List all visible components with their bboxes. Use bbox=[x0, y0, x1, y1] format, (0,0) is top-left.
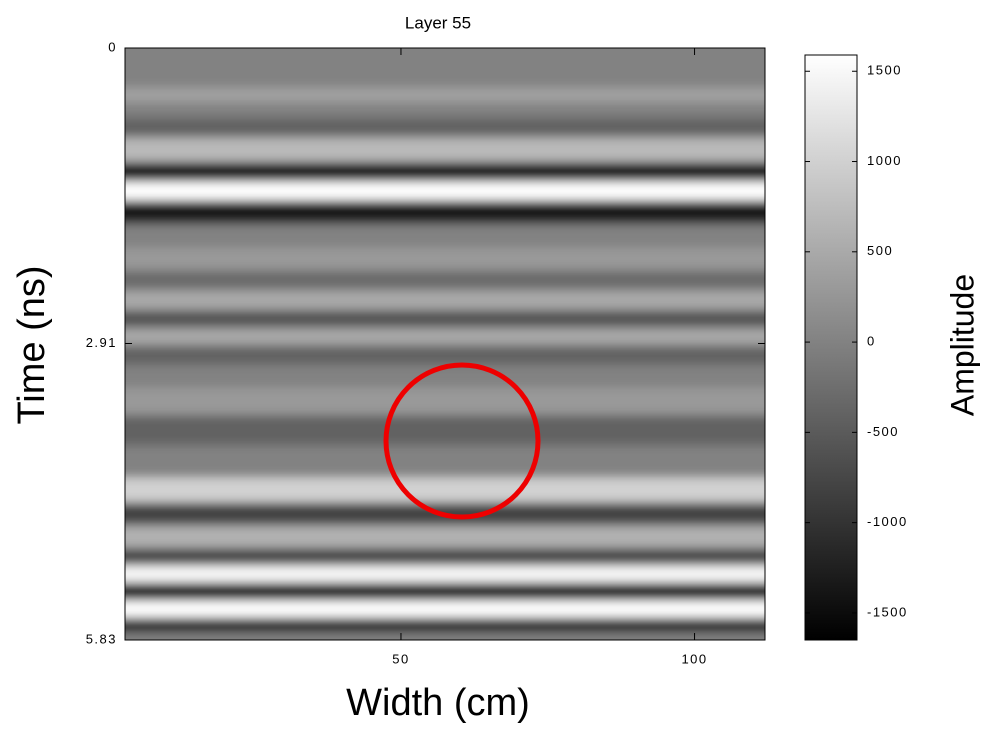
colorbar-tick-label: 0 bbox=[867, 334, 876, 349]
heatmap-row bbox=[125, 102, 765, 119]
heatmap-row bbox=[125, 290, 765, 311]
colorbar-tick-label: 500 bbox=[867, 243, 893, 258]
heatmap-row bbox=[125, 270, 765, 291]
heatmap-row bbox=[125, 617, 765, 633]
heatmap-row bbox=[125, 582, 765, 601]
heatmap-row bbox=[125, 162, 765, 183]
heatmap-row bbox=[125, 565, 765, 584]
heatmap-row bbox=[125, 525, 765, 549]
x-axis-label: Width (cm) bbox=[346, 682, 530, 724]
heatmap-row bbox=[125, 327, 765, 346]
x-tick-label: 50 bbox=[392, 651, 409, 666]
heatmap-row bbox=[125, 117, 765, 138]
highlight-circle bbox=[383, 362, 541, 520]
y-axis-label: Time (ns) bbox=[11, 265, 53, 424]
heatmap-row bbox=[125, 364, 765, 389]
heatmap-row bbox=[125, 477, 765, 503]
colorbar-tick-label: -500 bbox=[867, 424, 899, 439]
y-tick-label: 0 bbox=[108, 39, 117, 54]
heatmap-row bbox=[125, 223, 765, 249]
heatmap-row bbox=[125, 64, 765, 89]
heatmap-row bbox=[125, 600, 765, 619]
heatmap-row bbox=[125, 87, 765, 103]
colorbar-tick-label: -1500 bbox=[867, 604, 908, 619]
y-tick-label: 2.91 bbox=[86, 335, 117, 350]
heatmap-row bbox=[125, 632, 765, 640]
heatmap-row bbox=[125, 415, 765, 446]
colorbar-tick-label: 1000 bbox=[867, 153, 902, 168]
y-tick-label: 5.83 bbox=[86, 631, 117, 646]
heatmap-row bbox=[125, 387, 765, 416]
heatmap-row bbox=[125, 48, 765, 65]
heatmap-row bbox=[125, 345, 765, 366]
colorbar-frame bbox=[804, 54, 858, 641]
colorbar-tick-label: 1500 bbox=[867, 63, 902, 78]
heatmap-row bbox=[125, 137, 765, 163]
heatmap bbox=[125, 48, 765, 640]
colorbar-label: Amplitude bbox=[944, 274, 980, 416]
x-tick-label: 100 bbox=[681, 651, 707, 666]
heatmap-row bbox=[125, 309, 765, 329]
colorbar-tick-label: -1000 bbox=[867, 514, 908, 529]
heatmap-row bbox=[125, 445, 765, 479]
heatmap-row bbox=[125, 200, 765, 225]
heatmap-row bbox=[125, 247, 765, 271]
plot-frame bbox=[124, 47, 766, 641]
chart-title: Layer 55 bbox=[405, 13, 471, 32]
heatmap-row bbox=[125, 181, 765, 201]
colorbar bbox=[805, 55, 857, 640]
heatmap-rows bbox=[125, 48, 765, 640]
heatmap-row bbox=[125, 548, 765, 566]
